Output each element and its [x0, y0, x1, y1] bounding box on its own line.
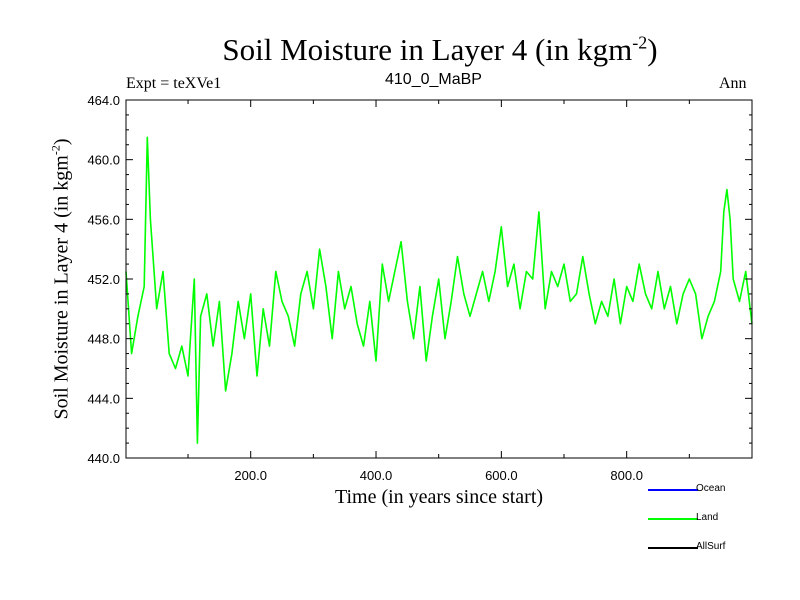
- x-tick-label: 800.0: [610, 468, 643, 483]
- legend-swatch-allsurf: [648, 547, 698, 549]
- y-tick-label: 444.0: [87, 391, 120, 406]
- chart-title: Soil Moisture in Layer 4 (in kgm-2): [222, 32, 658, 67]
- legend-swatch-ocean: [648, 489, 698, 491]
- y-axis-label: Soil Moisture in Layer 4 (in kgm-2): [48, 138, 73, 420]
- legend-label-allsurf: AllSurf: [696, 541, 726, 552]
- y-tick-label: 452.0: [87, 272, 120, 287]
- series-layer: [125, 136, 753, 444]
- x-tick-label: 200.0: [234, 468, 267, 483]
- experiment-label: Expt = teXVe1: [126, 75, 222, 92]
- legend-label-ocean: Ocean: [696, 483, 726, 494]
- legend-swatch-land: [648, 518, 698, 520]
- y-tick-label: 464.0: [87, 93, 120, 108]
- x-axis-label: Time (in years since start): [334, 486, 544, 508]
- series-line-land: [125, 136, 753, 444]
- legend-label-land: Land: [696, 512, 719, 523]
- x-tick-label: 600.0: [485, 468, 518, 483]
- chart-subtitle: 410_0_MaBP: [385, 71, 482, 88]
- season-label: Ann: [719, 75, 747, 92]
- y-tick-label: 456.0: [87, 212, 120, 227]
- axis-layer: 200.0 400.0 600.0 800.0 440.0 444.0 448.0 452.0…: [87, 93, 752, 483]
- x-tick-label: 400.0: [360, 468, 393, 483]
- y-tick-label: 460.0: [87, 153, 120, 168]
- y-tick-label: 440.0: [87, 451, 120, 466]
- y-tick-label: 448.0: [87, 332, 120, 347]
